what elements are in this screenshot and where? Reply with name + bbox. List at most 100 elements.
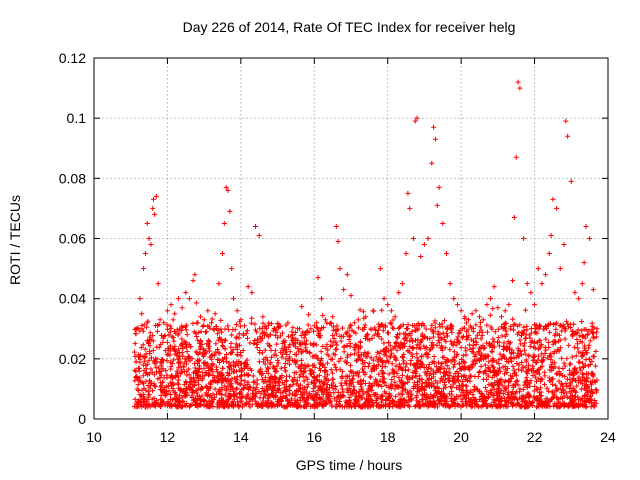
noise-point	[473, 401, 479, 407]
noise-point	[477, 397, 483, 403]
data-point	[322, 317, 328, 323]
noise-point	[150, 388, 156, 394]
noise-point	[328, 343, 334, 349]
noise-point	[489, 382, 495, 388]
x-tick-label: 20	[453, 429, 469, 445]
noise-point	[376, 362, 382, 368]
noise-point	[356, 325, 362, 331]
noise-point	[212, 386, 218, 392]
noise-point	[570, 372, 576, 378]
data-point	[355, 317, 361, 323]
noise-point	[447, 370, 453, 376]
noise-point	[371, 362, 377, 368]
noise-point	[506, 389, 512, 395]
noise-point	[161, 333, 167, 339]
noise-point	[348, 369, 354, 375]
noise-point	[476, 389, 482, 395]
noise-point	[182, 341, 188, 347]
noise-point	[532, 345, 538, 351]
noise-point	[428, 342, 434, 348]
noise-point	[576, 374, 582, 380]
noise-point	[147, 385, 153, 391]
noise-point	[563, 390, 569, 396]
noise-point	[414, 389, 420, 395]
noise-point	[379, 357, 385, 363]
noise-point	[433, 385, 439, 391]
noise-point	[365, 404, 371, 410]
noise-point	[331, 339, 337, 345]
noise-point	[457, 386, 463, 392]
data-point	[201, 317, 207, 323]
data-point	[150, 205, 156, 211]
noise-point	[515, 366, 521, 372]
noise-point	[486, 359, 492, 365]
noise-point	[381, 340, 387, 346]
noise-point	[173, 348, 179, 354]
data-point	[539, 398, 545, 404]
noise-point	[329, 403, 335, 409]
noise-point	[313, 342, 319, 348]
noise-point	[164, 322, 170, 328]
noise-point	[432, 325, 438, 331]
data-point	[231, 296, 237, 302]
noise-point	[316, 384, 322, 390]
noise-point	[313, 352, 319, 358]
noise-point	[324, 320, 330, 326]
noise-point	[523, 359, 529, 365]
data-point	[164, 308, 170, 314]
noise-point	[355, 352, 361, 358]
noise-point	[533, 360, 539, 366]
noise-point	[381, 370, 387, 376]
noise-point	[571, 397, 577, 403]
noise-point	[562, 336, 568, 342]
noise-point	[397, 324, 403, 330]
data-point	[275, 386, 281, 392]
noise-point	[451, 396, 457, 402]
noise-point	[517, 395, 523, 401]
noise-point	[252, 337, 258, 343]
noise-point	[307, 391, 313, 397]
noise-point	[400, 322, 406, 328]
noise-point	[523, 364, 529, 370]
noise-point	[222, 338, 228, 344]
noise-point	[510, 363, 516, 369]
noise-point	[570, 385, 576, 391]
noise-point	[514, 331, 520, 337]
noise-point	[582, 392, 588, 398]
noise-point	[530, 368, 536, 374]
noise-point	[401, 343, 407, 349]
noise-point	[298, 368, 304, 374]
noise-point	[148, 355, 154, 361]
noise-point	[495, 371, 501, 377]
noise-point	[324, 386, 330, 392]
noise-point	[369, 335, 375, 341]
noise-point	[191, 375, 197, 381]
noise-point	[293, 370, 299, 376]
noise-point	[265, 322, 271, 328]
noise-point	[211, 378, 217, 384]
data-point	[506, 302, 512, 308]
noise-point	[320, 403, 326, 409]
noise-point	[527, 343, 533, 349]
noise-point	[528, 330, 534, 336]
noise-point	[259, 402, 265, 408]
noise-point	[183, 403, 189, 409]
noise-point	[385, 395, 391, 401]
noise-point	[512, 321, 518, 327]
noise-point	[247, 340, 253, 346]
noise-point	[234, 385, 240, 391]
noise-point	[500, 354, 506, 360]
noise-point	[501, 340, 507, 346]
noise-point	[425, 394, 431, 400]
noise-point	[197, 402, 203, 408]
data-point	[197, 314, 203, 320]
noise-point	[578, 367, 584, 373]
noise-point	[376, 404, 382, 410]
noise-point	[343, 330, 349, 336]
noise-point	[564, 384, 570, 390]
data-point	[388, 308, 394, 314]
noise-point	[274, 341, 280, 347]
noise-point	[503, 328, 509, 334]
noise-point	[371, 332, 377, 338]
noise-point	[490, 336, 496, 342]
